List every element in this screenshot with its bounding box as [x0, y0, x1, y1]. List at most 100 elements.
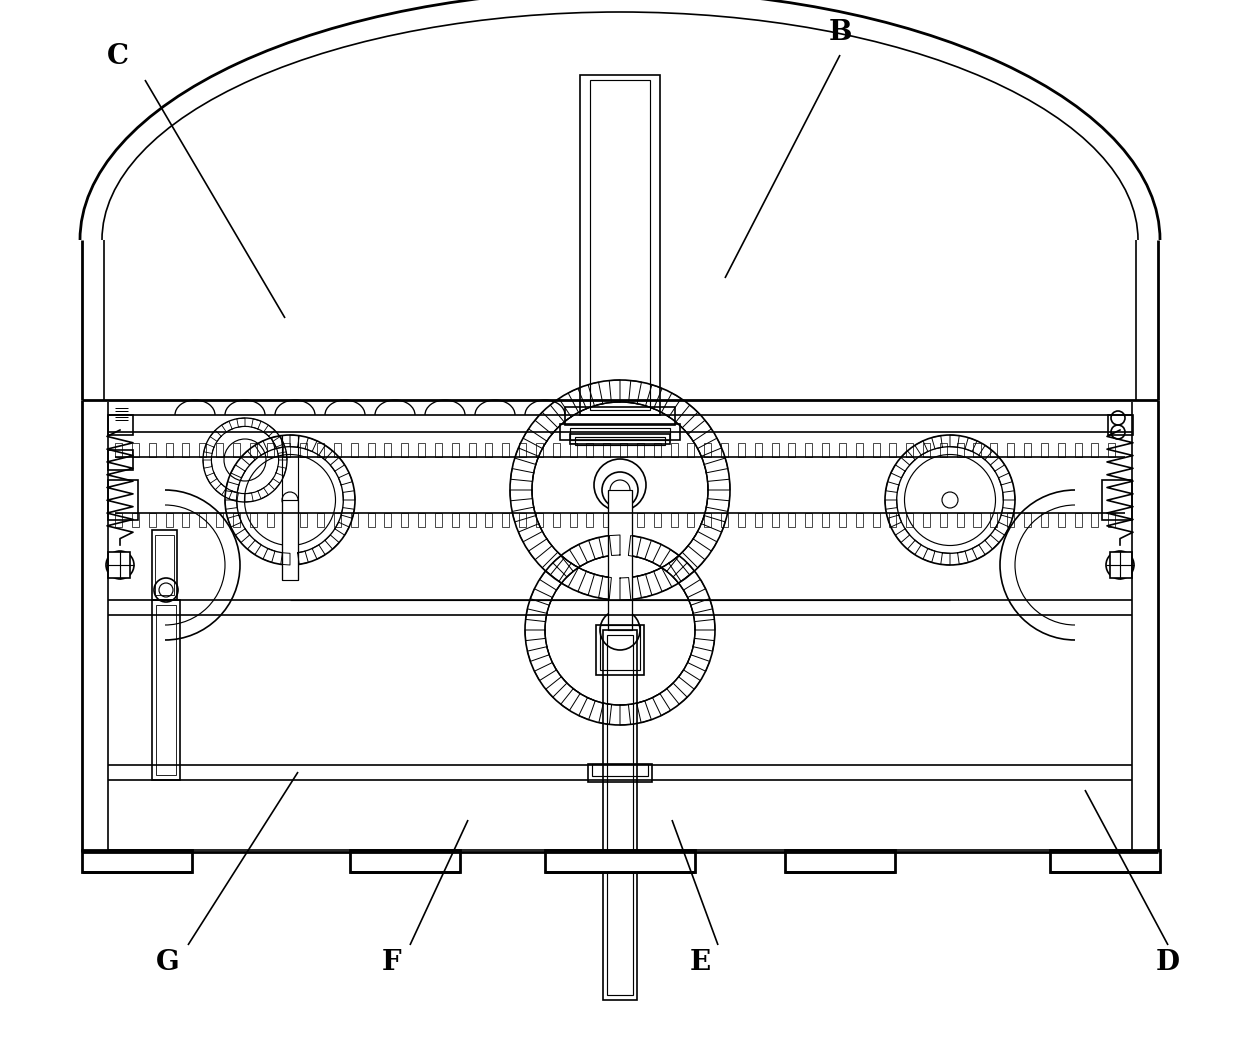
Bar	[957, 513, 963, 527]
Bar	[720, 443, 728, 457]
Bar	[560, 424, 680, 440]
Text: D: D	[1156, 948, 1180, 975]
Bar	[620, 513, 627, 527]
Bar	[1040, 513, 1048, 527]
Bar	[350, 850, 460, 871]
Bar	[149, 443, 156, 457]
Bar	[704, 513, 712, 527]
Bar	[1058, 513, 1065, 527]
Bar	[367, 513, 374, 527]
Bar	[771, 443, 779, 457]
Bar	[1075, 443, 1081, 457]
Bar	[923, 513, 930, 527]
Bar	[536, 443, 543, 457]
Bar	[838, 513, 846, 527]
Bar	[351, 513, 358, 527]
Bar	[149, 513, 156, 527]
Bar	[156, 605, 176, 775]
Bar	[384, 513, 392, 527]
Bar	[565, 407, 675, 425]
Bar	[738, 513, 745, 527]
Bar	[587, 443, 594, 457]
Bar	[805, 513, 812, 527]
Bar	[569, 513, 577, 527]
Bar	[940, 443, 947, 457]
Bar	[805, 443, 812, 457]
Bar	[789, 513, 796, 527]
Bar	[588, 764, 652, 782]
Bar	[131, 443, 139, 457]
Bar	[923, 443, 930, 457]
Bar	[1109, 513, 1115, 527]
Bar	[789, 443, 796, 457]
Bar	[82, 850, 192, 871]
Bar	[384, 443, 392, 457]
Bar	[249, 443, 257, 457]
Bar	[1075, 513, 1081, 527]
Bar	[233, 513, 241, 527]
Bar	[469, 443, 476, 457]
Bar	[502, 443, 510, 457]
Text: G: G	[156, 948, 180, 975]
Bar	[755, 513, 761, 527]
Bar	[957, 443, 963, 457]
Bar	[822, 513, 830, 527]
Bar	[906, 513, 914, 527]
Bar	[856, 513, 863, 527]
Bar	[1110, 552, 1132, 578]
Bar	[553, 443, 559, 457]
Bar	[720, 513, 728, 527]
Bar	[1109, 443, 1115, 457]
Bar	[873, 513, 879, 527]
Bar	[973, 443, 981, 457]
Bar	[502, 513, 510, 527]
Bar	[317, 443, 324, 457]
Bar	[200, 443, 206, 457]
Bar	[570, 434, 670, 444]
Bar	[603, 443, 610, 457]
Bar	[351, 443, 358, 457]
Bar	[435, 443, 441, 457]
Bar	[608, 490, 632, 630]
Bar	[469, 513, 476, 527]
Bar	[671, 513, 677, 527]
Bar	[1007, 513, 1014, 527]
Bar	[637, 443, 644, 457]
Bar	[216, 443, 223, 457]
Bar	[367, 443, 374, 457]
Bar	[771, 513, 779, 527]
Bar	[553, 513, 559, 527]
Bar	[153, 600, 180, 780]
Bar	[108, 480, 138, 520]
Bar	[546, 850, 694, 871]
Bar	[418, 443, 425, 457]
Bar	[940, 513, 947, 527]
Bar	[1007, 443, 1014, 457]
Bar	[402, 443, 408, 457]
Bar	[1050, 850, 1159, 871]
Bar	[115, 443, 123, 457]
Bar	[520, 513, 526, 527]
Bar	[165, 443, 172, 457]
Bar	[889, 443, 897, 457]
Bar	[591, 764, 649, 776]
Bar	[687, 513, 694, 527]
Bar	[108, 450, 133, 470]
Bar	[317, 513, 324, 527]
Bar	[580, 75, 660, 415]
Bar	[569, 443, 577, 457]
Bar	[216, 513, 223, 527]
Bar	[785, 850, 895, 871]
Bar	[108, 415, 133, 435]
Bar	[704, 443, 712, 457]
Bar	[536, 513, 543, 527]
Bar	[687, 443, 694, 457]
Bar	[620, 443, 627, 457]
Bar	[115, 513, 123, 527]
Bar	[153, 530, 177, 600]
Bar	[233, 443, 241, 457]
Bar	[1040, 443, 1048, 457]
Bar	[1024, 513, 1032, 527]
Bar	[600, 625, 640, 670]
Bar	[155, 536, 174, 595]
